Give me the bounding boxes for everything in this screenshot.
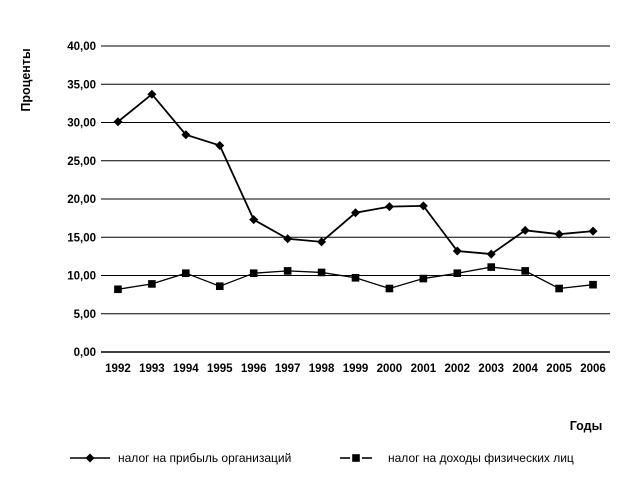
data-point-diamond (85, 453, 95, 463)
data-point-square (352, 454, 360, 462)
gridlines (101, 45, 610, 353)
data-point-square (215, 282, 224, 291)
x-tick-label: 2002 (445, 363, 471, 375)
data-point-diamond (215, 140, 225, 150)
data-point-diamond (351, 208, 360, 218)
data-point-square (555, 284, 563, 293)
x-tick-label: 1997 (275, 363, 301, 375)
data-point-square (521, 267, 529, 275)
legend-label: налог на доходы физических лиц (388, 451, 574, 465)
y-tick-label: 40,00 (67, 41, 96, 53)
data-point-diamond (181, 130, 191, 140)
data-point-square (317, 268, 326, 277)
data-point-diamond (283, 234, 293, 244)
x-tick-label: 1994 (173, 363, 199, 375)
data-point-square (114, 285, 122, 294)
data-point-diamond (249, 215, 259, 225)
data-point-diamond (147, 89, 157, 99)
data-point-square (148, 280, 156, 288)
x-tick-label: 2000 (377, 363, 403, 375)
y-axis-label: Проценты (19, 48, 33, 111)
data-point-diamond (113, 117, 123, 127)
x-tick-label: 2006 (580, 363, 606, 375)
data-point-square (283, 267, 292, 275)
data-point-diamond (317, 237, 327, 247)
y-axis-tick-labels: 0,00 5,00 10,00 15,00 20,00 25,00 30,00 35,00 40… (67, 41, 96, 359)
data-point-square (453, 269, 462, 278)
data-point-diamond (554, 229, 564, 239)
x-tick-label: 1996 (241, 363, 267, 375)
legend-label: налог на прибыль организаций (118, 451, 291, 465)
x-tick-label: 1999 (343, 363, 369, 375)
data-point-square (351, 273, 360, 282)
data-point-square (182, 269, 190, 278)
x-tick-label: 1992 (105, 363, 131, 375)
data-point-diamond (520, 225, 530, 235)
data-point-square (249, 269, 258, 278)
data-point-diamond (418, 201, 428, 211)
y-tick-label: 35,00 (67, 79, 96, 91)
series-2 (114, 263, 597, 294)
x-tick-label: 2003 (478, 363, 504, 375)
data-point-diamond (486, 249, 496, 259)
x-tick-label: 1995 (207, 363, 233, 375)
y-tick-label: 20,00 (67, 194, 96, 206)
y-tick-label: 25,00 (67, 156, 96, 168)
y-tick-label: 10,00 (67, 271, 96, 283)
x-tick-label: 2004 (512, 363, 538, 375)
data-series (113, 89, 598, 294)
data-point-diamond (384, 202, 394, 212)
y-tick-label: 30,00 (67, 118, 96, 130)
x-tick-label: 1993 (139, 363, 165, 375)
x-axis-tick-labels: 1992 1993 1994 1995 1996 1997 1998 1999 2000 2001… (105, 363, 606, 375)
y-tick-label: 15,00 (67, 232, 96, 244)
x-tick-label: 1998 (309, 363, 335, 375)
data-point-square (487, 263, 496, 271)
data-point-diamond (588, 226, 598, 236)
data-point-square (589, 280, 597, 289)
y-tick-label: 5,00 (74, 309, 96, 321)
x-tick-label: 2005 (546, 363, 572, 375)
x-axis-label: Годы (570, 419, 603, 433)
data-point-diamond (452, 246, 462, 256)
y-tick-label: 0,00 (74, 347, 96, 359)
series-1 (113, 89, 598, 259)
x-tick-label: 2001 (411, 363, 437, 375)
data-point-square (385, 284, 394, 293)
legend: налог на прибыль организаций налог на дох… (70, 451, 574, 465)
data-point-square (419, 274, 428, 283)
